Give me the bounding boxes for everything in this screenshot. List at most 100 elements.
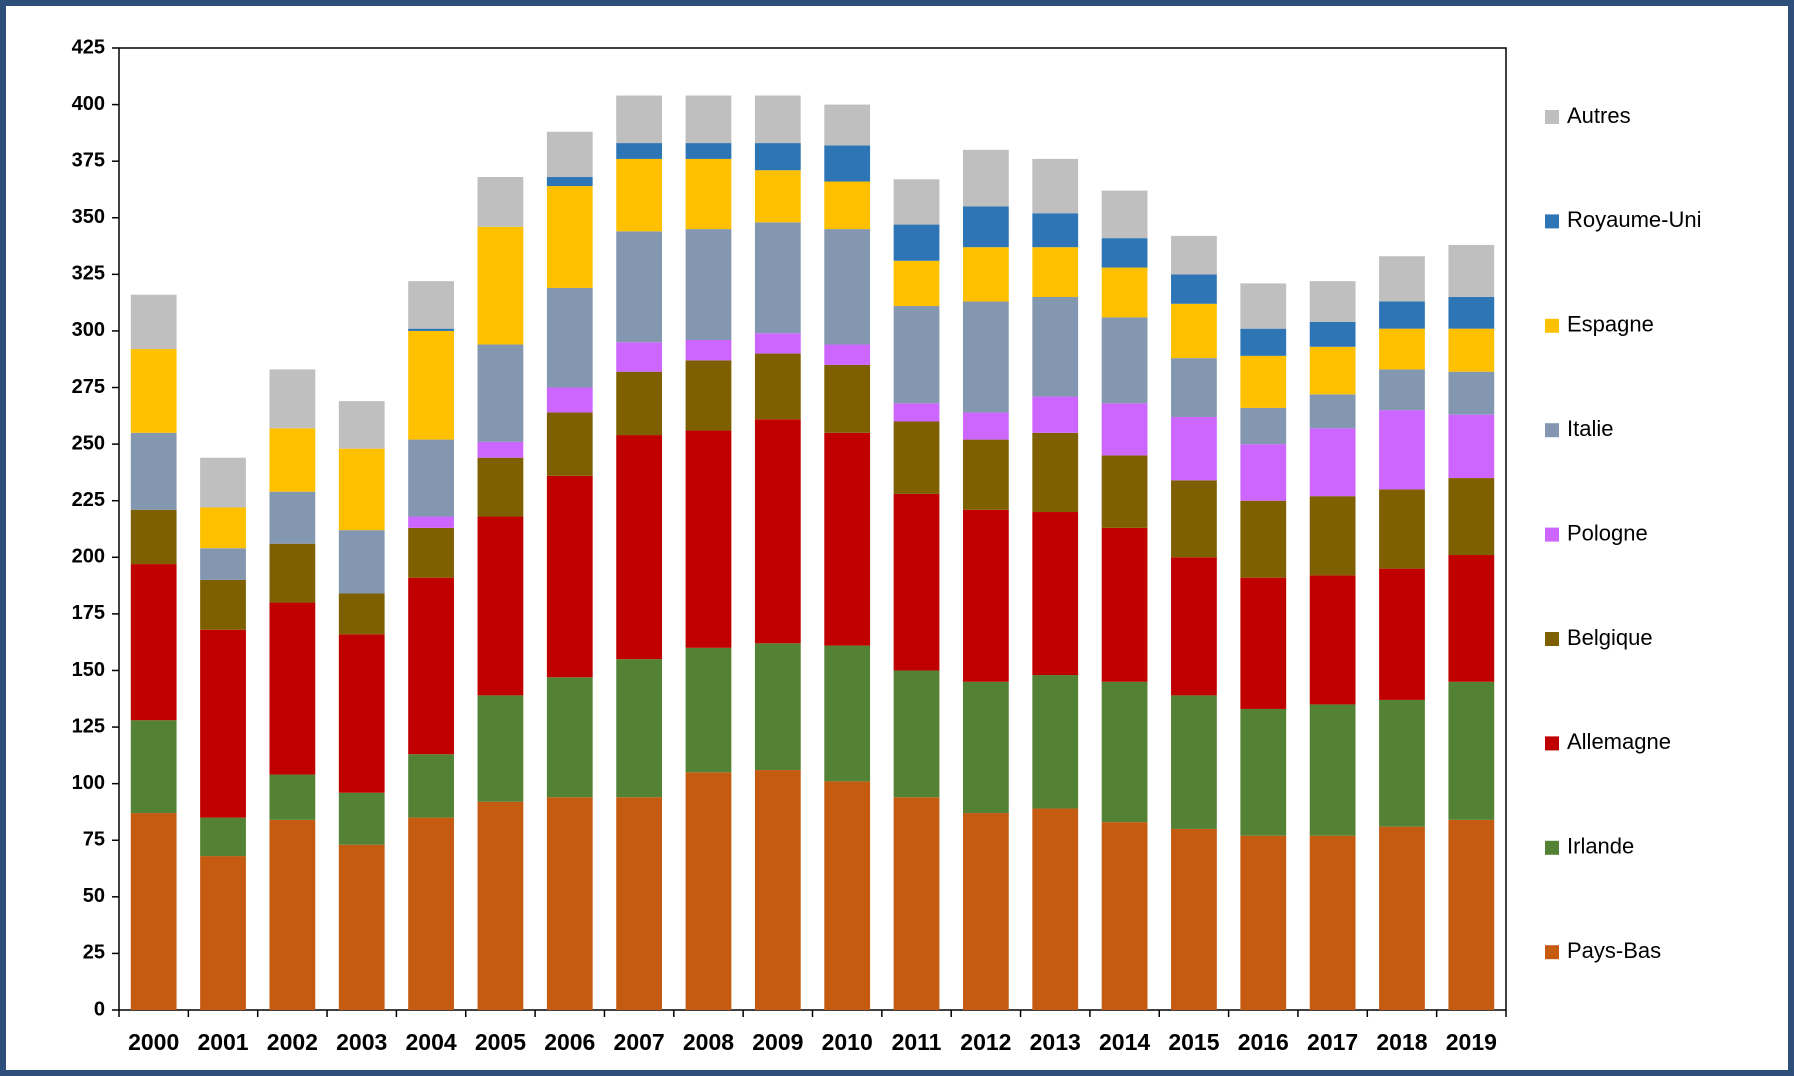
x-tick-label: 2012 — [960, 1029, 1011, 1055]
bar-segment — [1240, 577, 1287, 709]
y-tick-label: 250 — [72, 432, 105, 454]
bar-segment — [546, 287, 593, 388]
y-tick-label: 425 — [72, 36, 105, 58]
y-tick-label: 50 — [83, 885, 105, 907]
bar-segment — [1309, 281, 1356, 322]
bar-segment — [477, 344, 524, 442]
bar-segment — [616, 95, 663, 144]
bar-segment — [1101, 317, 1148, 404]
x-tick-label: 2004 — [405, 1029, 456, 1055]
y-tick-label: 175 — [72, 602, 105, 624]
bar-segment — [1379, 256, 1425, 302]
bar-segment — [962, 149, 1009, 207]
x-tick-label: 2019 — [1446, 1029, 1497, 1055]
bar-segment — [893, 224, 940, 261]
bar-segment — [1309, 835, 1356, 1010]
bar-segment — [200, 579, 246, 630]
bar-segment — [477, 457, 524, 517]
bar-segment — [685, 143, 732, 159]
bar-segment — [754, 770, 801, 1010]
bar-segment — [408, 817, 454, 1010]
bar-segment — [616, 797, 663, 1010]
bar-segment — [616, 143, 663, 159]
bar-segment — [1448, 244, 1495, 297]
bar-segment — [1171, 274, 1217, 304]
bar-segment — [269, 543, 316, 603]
bar-segment — [616, 158, 663, 232]
bar-segment — [1379, 369, 1425, 411]
bar-segment — [1448, 371, 1495, 415]
bar-segment — [962, 412, 1009, 440]
bar-segment — [1240, 708, 1287, 836]
y-tick-label: 100 — [72, 772, 105, 794]
bar-segment — [1240, 407, 1287, 445]
bar-segment — [1240, 500, 1287, 578]
bar-segment — [130, 432, 177, 510]
y-tick-label: 325 — [72, 263, 105, 285]
bar-segment — [754, 143, 801, 171]
bar-segment — [1448, 478, 1495, 556]
y-tick-label: 25 — [83, 942, 105, 964]
bar-segment — [824, 229, 871, 345]
bar-segment — [1240, 283, 1287, 329]
bar-segment — [338, 593, 385, 635]
bar-segment — [962, 439, 1009, 510]
bar-segment — [1101, 267, 1148, 318]
bar-segment — [1448, 555, 1495, 682]
legend-label: Irlande — [1567, 834, 1634, 859]
y-tick-label: 125 — [72, 715, 105, 737]
bar-segment — [338, 792, 385, 845]
bar-segment — [685, 430, 732, 648]
legend-label: Allemagne — [1567, 729, 1671, 754]
bar-segment — [200, 457, 246, 508]
x-tick-label: 2014 — [1099, 1029, 1150, 1055]
x-tick-label: 2010 — [822, 1029, 873, 1055]
bar-segment — [269, 369, 316, 429]
bar-segment — [962, 681, 1009, 814]
bar-segment — [685, 158, 732, 230]
bar-segment — [893, 797, 940, 1010]
bar-segment — [1171, 695, 1217, 829]
bar-segment — [1448, 296, 1495, 329]
bar-segment — [546, 131, 593, 178]
legend-swatch — [1545, 318, 1559, 333]
x-tick-label: 2000 — [128, 1029, 179, 1055]
bar-segment — [962, 247, 1009, 302]
legend-swatch — [1545, 840, 1559, 855]
bar-segment — [338, 844, 385, 1010]
bar-segment — [546, 797, 593, 1010]
legend-swatch — [1545, 110, 1559, 124]
bar-segment — [1171, 557, 1217, 696]
bar-segment — [1101, 527, 1148, 682]
bar-segment — [1240, 444, 1287, 501]
y-tick-label: 0 — [94, 998, 105, 1020]
bar-segment — [477, 695, 524, 802]
bar-segment — [616, 659, 663, 798]
bar-segment — [477, 516, 524, 696]
bar-segment — [685, 360, 732, 431]
bar-segment — [1032, 158, 1079, 214]
bar-segment — [200, 507, 246, 549]
legend-swatch — [1545, 632, 1559, 646]
legend-label: Pays-Bas — [1567, 938, 1661, 963]
bar-segment — [200, 548, 246, 580]
bar-segment — [754, 170, 801, 223]
x-tick-label: 2013 — [1030, 1029, 1081, 1055]
bar-segment — [269, 774, 316, 820]
bar-segment — [685, 229, 732, 340]
bar-segment — [824, 181, 871, 230]
bar-segment — [1101, 403, 1148, 456]
bar-segment — [130, 720, 177, 814]
bar-segment — [1171, 828, 1217, 1010]
legend-label: Espagne — [1567, 312, 1654, 337]
bar-segment — [754, 95, 801, 144]
y-tick-label: 150 — [72, 659, 105, 681]
bar-segment — [408, 754, 454, 818]
bar-segment — [408, 328, 454, 331]
bar-segment — [962, 301, 1009, 413]
bar-segment — [824, 145, 871, 182]
bar-segment — [893, 670, 940, 798]
bar-segment — [338, 530, 385, 594]
